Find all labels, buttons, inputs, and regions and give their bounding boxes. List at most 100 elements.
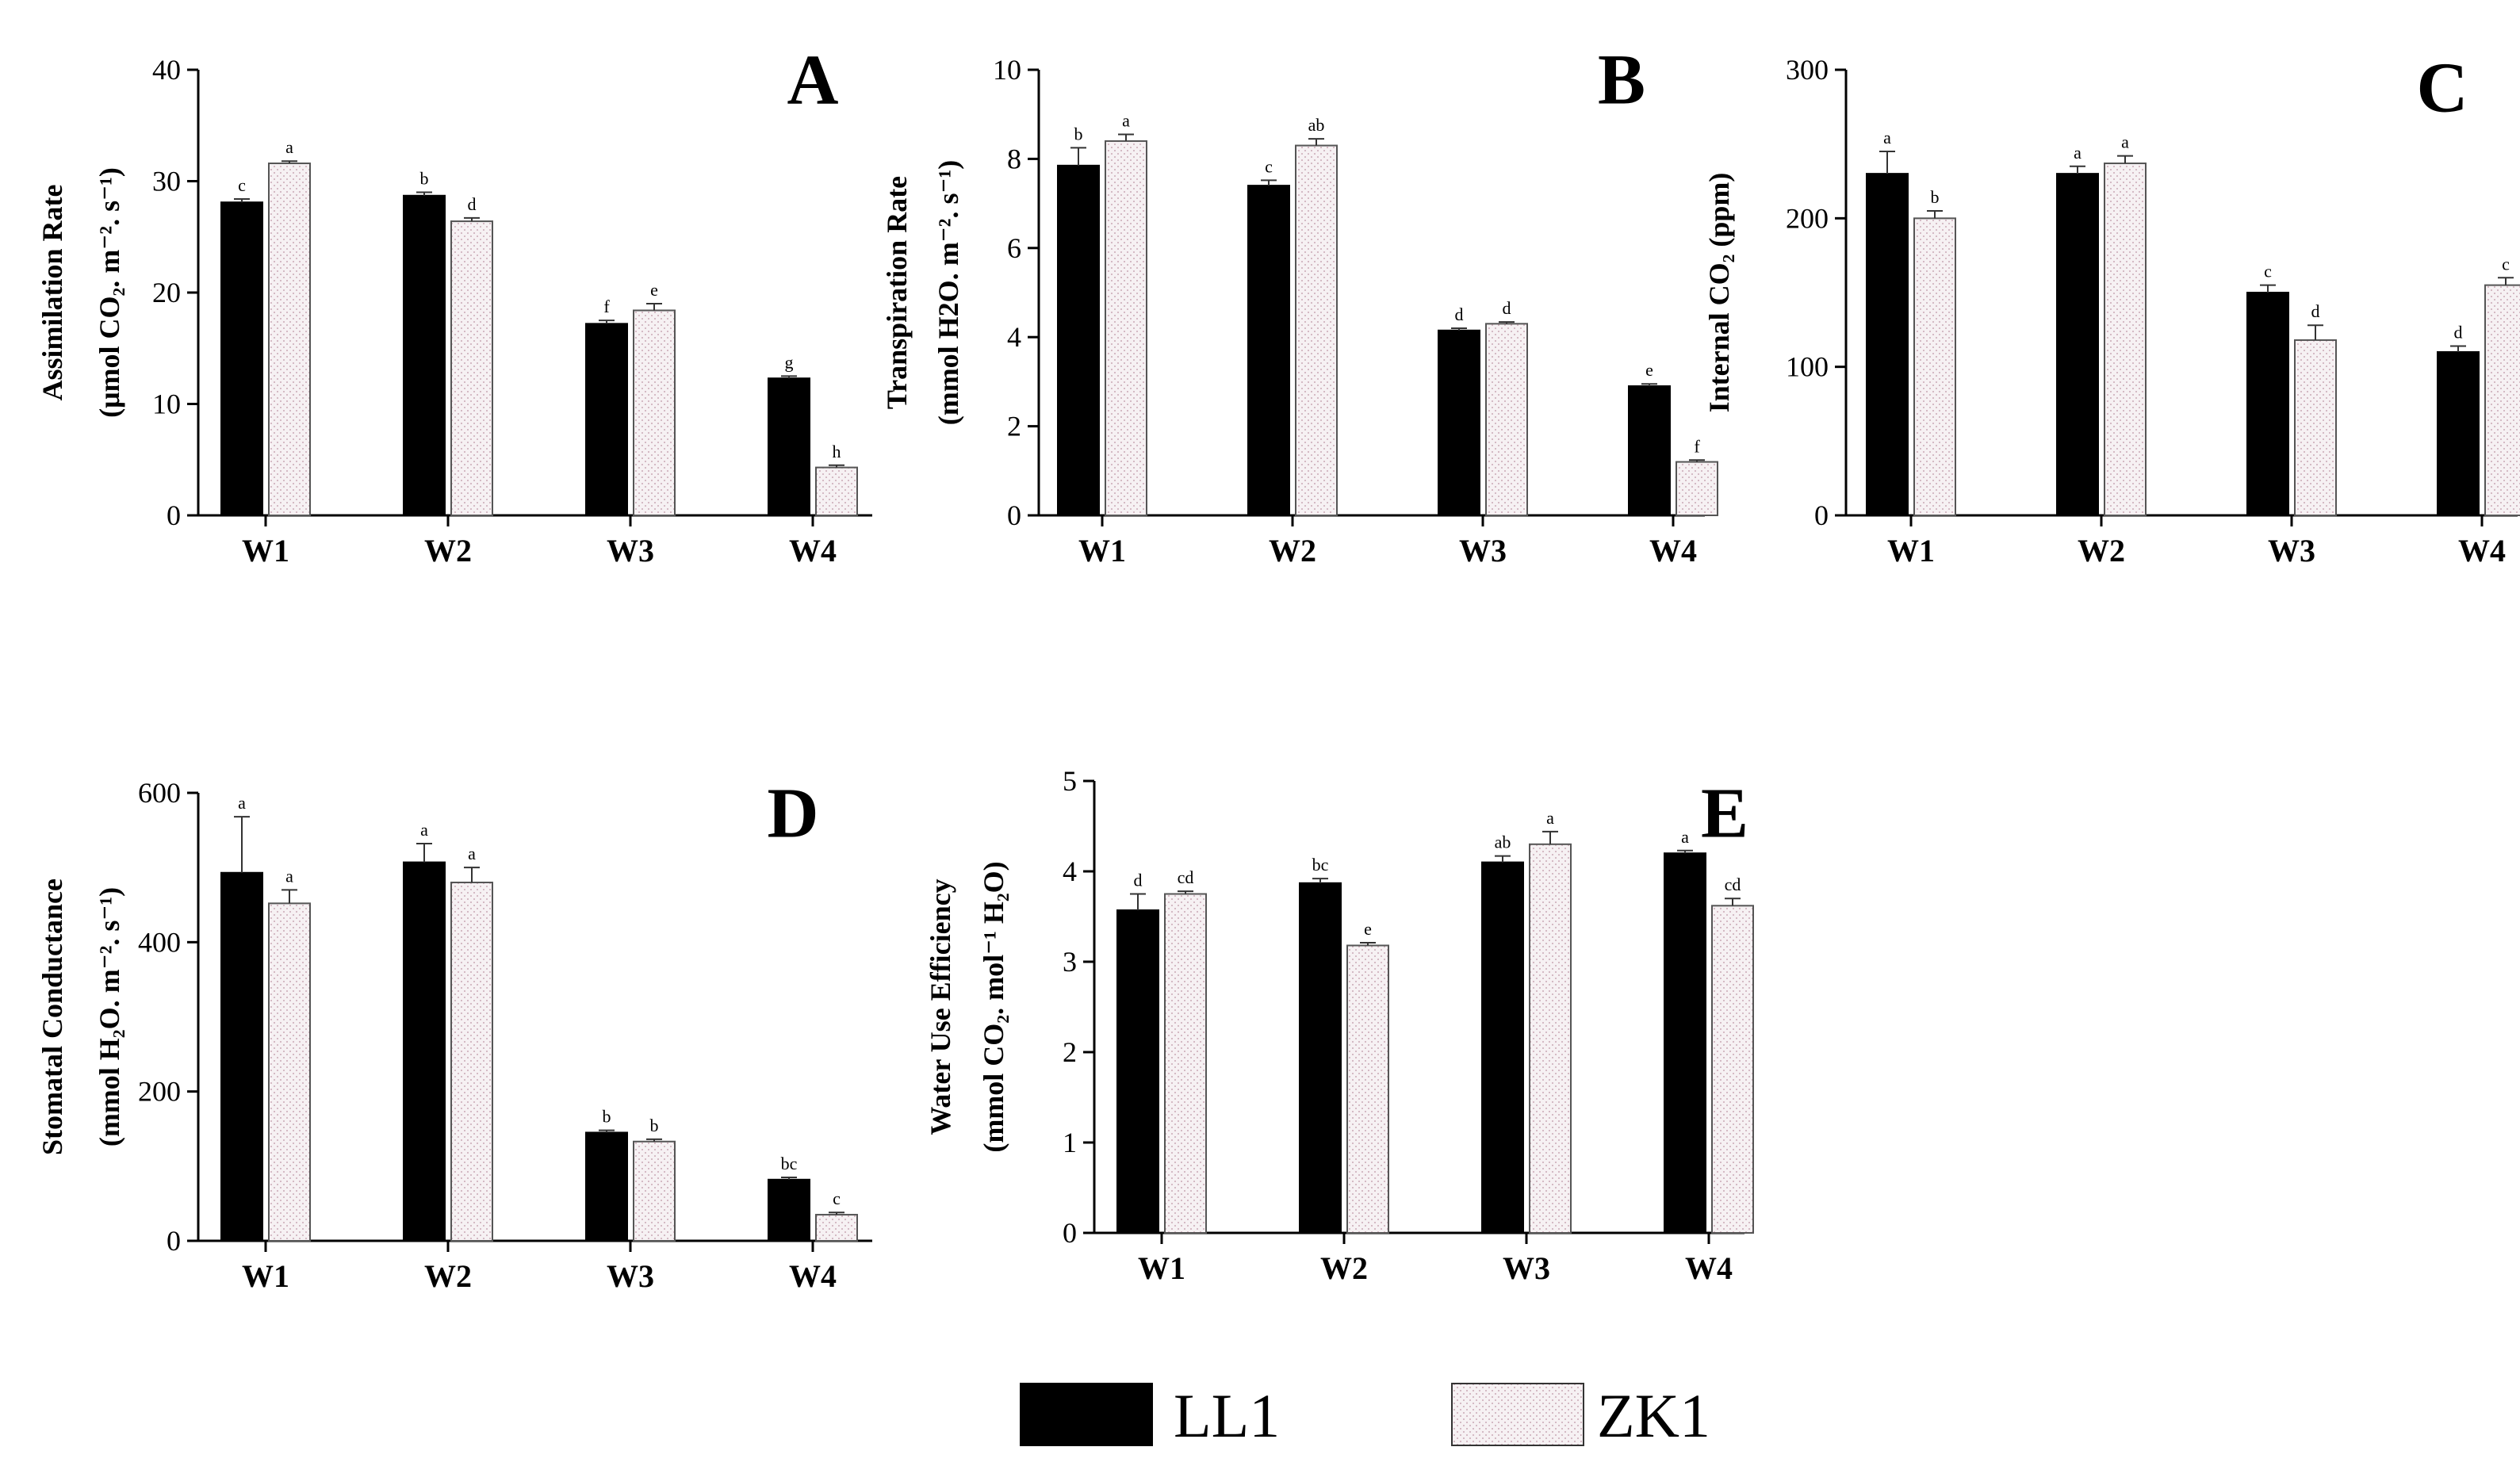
y-tick-label: 100 xyxy=(1786,351,1829,383)
significance-letter: c xyxy=(2264,262,2272,281)
bar-ll1-w3 xyxy=(2246,292,2289,516)
x-tick-label: W3 xyxy=(2268,533,2315,568)
y-axis-label: (mmol H₂O. m⁻². s⁻¹) xyxy=(94,887,125,1146)
y-tick-label: 2 xyxy=(1063,1036,1077,1068)
y-tick-label: 4 xyxy=(1063,855,1077,887)
y-tick-label: 30 xyxy=(152,166,181,197)
panel-letter: D xyxy=(768,775,819,853)
bar-zk1-w4 xyxy=(815,466,858,517)
significance-letter: a xyxy=(1883,128,1891,147)
bar-zk1-w2 xyxy=(1295,144,1338,516)
bar-ll1-w2 xyxy=(403,861,446,1242)
y-tick-label: 6 xyxy=(1007,232,1021,264)
y-tick-label: 300 xyxy=(1786,54,1829,86)
y-tick-label: 10 xyxy=(993,54,1021,86)
y-axis-label: (μmol CO₂. m⁻². s⁻¹) xyxy=(94,167,125,418)
significance-letter: ab xyxy=(1495,833,1511,852)
x-tick-label: W4 xyxy=(1649,533,1697,568)
bar-ll1-w4 xyxy=(2437,350,2480,516)
bar-zk1-w3 xyxy=(1529,843,1572,1234)
significance-letter: a xyxy=(1681,827,1689,847)
y-tick-label: 2 xyxy=(1007,411,1021,442)
significance-letter: a xyxy=(2074,143,2081,163)
bar-zk1-w3 xyxy=(1485,323,1528,516)
significance-letter: c xyxy=(1265,156,1273,176)
y-tick-label: 0 xyxy=(1063,1217,1077,1249)
chart-panel-b: B Transpiration Rate (mmol H2O. m⁻². s⁻¹) 0… xyxy=(881,41,1718,568)
y-tick-label: 0 xyxy=(167,500,181,531)
significance-letter: d xyxy=(1455,304,1464,324)
significance-letter: a xyxy=(285,137,293,157)
bar-ll1-w4 xyxy=(768,377,810,516)
significance-letter: c xyxy=(833,1188,841,1208)
bar-ll1-w1 xyxy=(220,871,263,1242)
x-tick-label: W2 xyxy=(1320,1250,1368,1286)
y-tick-label: 0 xyxy=(1814,500,1829,531)
bar-zk1-w1 xyxy=(1164,893,1207,1234)
significance-letter: g xyxy=(785,352,794,372)
x-tick-label: W2 xyxy=(424,533,472,568)
y-tick-label: 40 xyxy=(152,54,181,86)
y-tick-label: 0 xyxy=(1007,500,1021,531)
significance-letter: f xyxy=(603,297,610,316)
bar-zk1-w1 xyxy=(1105,140,1147,516)
bar-zk1-w1 xyxy=(1913,217,1956,516)
chart-panel-c: C Internal CO₂ (ppm) 0 100 200 300 W1 a b W2 a a W3 c… xyxy=(1703,49,2520,568)
y-tick-label: 200 xyxy=(138,1076,181,1108)
y-tick-label: 400 xyxy=(138,926,181,958)
panel-letter: C xyxy=(2417,49,2468,128)
y-tick-label: 200 xyxy=(1786,202,1829,234)
bar-zk1-w1 xyxy=(268,163,311,517)
charts-layer: A Assimilation Rate (μmol CO₂. m⁻². s⁻¹) 0 1… xyxy=(36,41,2520,1294)
chart-panel-a: A Assimilation Rate (μmol CO₂. m⁻². s⁻¹) 0 1… xyxy=(36,41,872,568)
bar-ll1-w1 xyxy=(1866,173,1909,516)
significance-letter: a xyxy=(420,820,428,840)
bar-ll1-w1 xyxy=(1116,909,1159,1234)
panel-letter: B xyxy=(1598,41,1645,120)
y-axis-label: Transpiration Rate xyxy=(881,176,913,409)
x-tick-label: W3 xyxy=(607,1258,654,1294)
bar-ll1-w4 xyxy=(1664,852,1706,1234)
significance-letter: bc xyxy=(1312,855,1329,875)
bar-zk1-w3 xyxy=(633,309,676,516)
significance-letter: b xyxy=(603,1107,611,1127)
y-tick-label: 20 xyxy=(152,277,181,308)
y-tick-label: 0 xyxy=(167,1225,181,1257)
x-tick-label: W1 xyxy=(1138,1250,1185,1286)
legend: LL1 ZK1 xyxy=(1020,1381,1710,1450)
significance-letter: cd xyxy=(1725,875,1741,894)
significance-letter: h xyxy=(833,442,841,461)
significance-letter: e xyxy=(1645,360,1653,380)
significance-letter: ab xyxy=(1308,115,1325,135)
x-tick-label: W2 xyxy=(424,1258,472,1294)
y-axis-label: Assimilation Rate xyxy=(36,184,68,400)
y-tick-label: 8 xyxy=(1007,143,1021,174)
y-tick-label: 5 xyxy=(1063,765,1077,797)
bar-ll1-w4 xyxy=(1628,385,1671,516)
significance-letter: bc xyxy=(781,1154,798,1173)
y-tick-label: 600 xyxy=(138,777,181,809)
significance-letter: e xyxy=(1364,919,1372,939)
legend-label-ll1: LL1 xyxy=(1174,1381,1280,1450)
x-tick-label: W1 xyxy=(1887,533,1935,568)
bar-zk1-w3 xyxy=(2294,339,2337,516)
significance-letter: a xyxy=(1122,110,1130,130)
legend-swatch-ll1 xyxy=(1020,1383,1153,1446)
panel-letter: E xyxy=(1701,775,1748,853)
significance-letter: b xyxy=(1931,187,1940,207)
chart-panel-d: D Stomatal Conductance (mmol H₂O. m⁻². s⁻¹… xyxy=(36,775,872,1294)
bar-ll1-w2 xyxy=(1247,185,1290,516)
x-tick-label: W4 xyxy=(2458,533,2506,568)
significance-letter: f xyxy=(1694,436,1700,456)
significance-letter: d xyxy=(468,194,477,214)
significance-letter: a xyxy=(468,844,476,863)
bar-zk1-w3 xyxy=(633,1140,676,1242)
bar-zk1-w4 xyxy=(815,1214,858,1242)
y-tick-label: 3 xyxy=(1063,946,1077,978)
bar-ll1-w1 xyxy=(1057,164,1100,517)
bar-zk1-w4 xyxy=(2484,284,2520,516)
bar-ll1-w2 xyxy=(403,194,446,516)
x-tick-label: W2 xyxy=(2078,533,2125,568)
significance-letter: d xyxy=(1134,871,1143,890)
